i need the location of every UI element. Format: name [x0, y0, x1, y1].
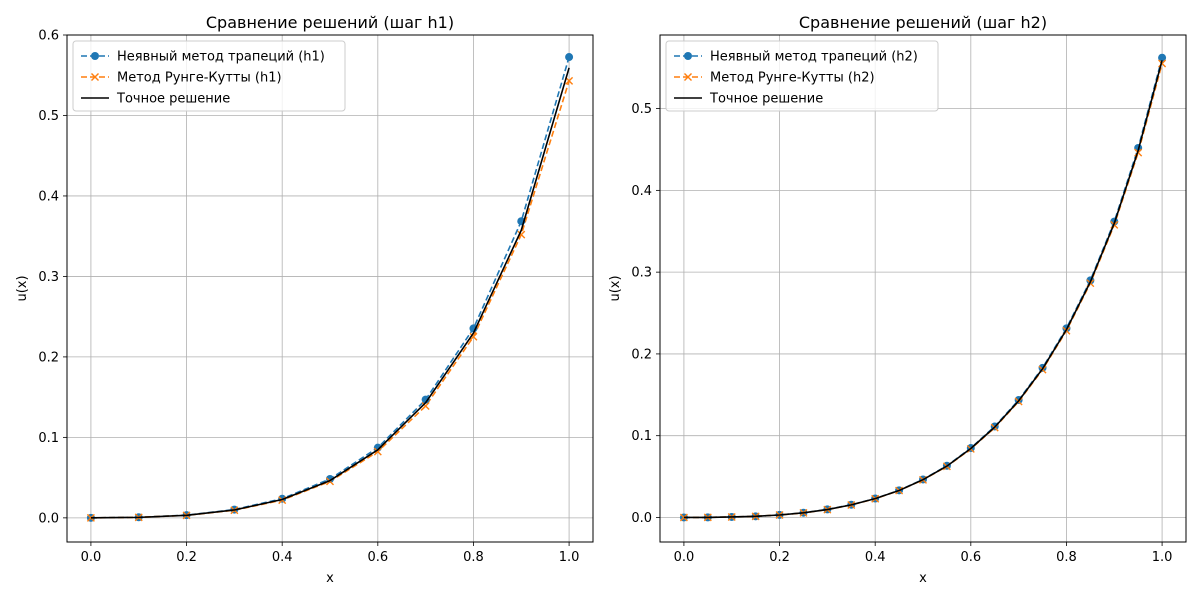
legend-box-h1 [72, 40, 346, 112]
y-tick-label: 0.5 [631, 102, 652, 117]
legend-entry-implicit-h2: Неявный метод трапеций (h2) [674, 50, 918, 65]
y-tick-label: 0.0 [631, 511, 652, 526]
data-point-implicit [565, 53, 574, 62]
chart-title-h1: Сравнение решений (шаг h1) [206, 13, 454, 32]
y-tick-label: 0.5 [38, 109, 59, 124]
legend-h2: Неявный метод трапеций (h2) Метод Рунге-… [665, 40, 939, 112]
legend-marker [91, 73, 99, 81]
data-point-rk [373, 447, 382, 456]
ticks-h1: 0.0 0.2 0.4 0.6 0.8 1.0 0.0 0.1 0.2 0.3 0.4 0.5 0.6 [38, 29, 579, 566]
grid-h1 [67, 34, 593, 542]
legend-entry-exact-h2: Точное решение [674, 92, 823, 107]
y-tick-label: 0.4 [631, 184, 652, 199]
x-tick-label: 0.8 [1056, 550, 1077, 565]
y-tick-label: 0.4 [38, 189, 59, 204]
y-tick-label: 0.2 [631, 347, 652, 362]
legend-label-rk-h1: Метод Рунге-Кутты (h1) [117, 71, 282, 86]
data-h2 [679, 53, 1167, 522]
data-point-rk [469, 332, 478, 341]
x-axis-label-h1: x [326, 571, 334, 586]
legend-label-implicit-h1: Неявный метод трапеций (h1) [117, 50, 325, 65]
series-line-exact-h2 [683, 60, 1163, 519]
legend-marker [684, 52, 692, 60]
subplot-h2: 0.0 0.2 0.4 0.6 0.8 1.0 0.0 0.1 0.2 0.3 0.4 0.5 Сра… [608, 13, 1187, 586]
chart-title-h2: Сравнение решений (шаг h2) [799, 13, 1047, 32]
legend-label-implicit-h2: Неявный метод трапеций (h2) [710, 50, 918, 65]
legend-marker [684, 73, 692, 81]
x-tick-label: 0.2 [769, 550, 790, 565]
grid-h2 [660, 35, 1186, 542]
data-point-rk [679, 513, 688, 522]
series-line-exact-h1 [90, 67, 570, 519]
legend-sample-implicit-h2 [674, 52, 702, 60]
x-tick-label: 1.0 [1152, 550, 1173, 565]
legend-label-rk-h2: Метод Рунге-Кутты (h2) [710, 71, 875, 86]
y-tick-label: 0.1 [38, 431, 59, 446]
x-tick-label: 1.0 [559, 550, 580, 565]
y-axis-label-h2: u(x) [608, 275, 623, 301]
data-point-implicit [1158, 53, 1167, 62]
ticks-h2: 0.0 0.2 0.4 0.6 0.8 1.0 0.0 0.1 0.2 0.3 0.4 0.5 [631, 102, 1172, 565]
y-tick-label: 0.6 [38, 29, 59, 44]
data-point-rk [1158, 59, 1167, 68]
y-tick-label: 0.2 [38, 350, 59, 365]
data-point-rk [421, 402, 430, 410]
x-tick-label: 0.2 [176, 550, 197, 565]
y-tick-label: 0.3 [631, 266, 652, 281]
x-tick-label: 0.8 [463, 550, 484, 565]
data-h1 [86, 53, 574, 522]
legend-entry-rk-h2: Метод Рунге-Кутты (h2) [674, 71, 875, 86]
legend-sample-implicit-h1 [81, 52, 109, 60]
legend-entry-implicit-h1: Неявный метод трапеций (h1) [81, 50, 325, 65]
y-tick-label: 0.0 [38, 511, 59, 526]
legend-box-h2 [665, 40, 939, 112]
data-point-rk [86, 513, 95, 522]
x-tick-label: 0.6 [960, 550, 981, 565]
legend-entry-rk-h1: Метод Рунге-Кутты (h1) [81, 71, 282, 86]
plot-frame-h1 [66, 34, 594, 543]
y-tick-label: 0.1 [631, 429, 652, 444]
legend-entry-exact-h1: Точное решение [81, 92, 230, 107]
y-axis-label-h1: u(x) [15, 275, 30, 301]
x-tick-label: 0.4 [272, 550, 293, 565]
legend-sample-rk-h1 [81, 73, 109, 81]
plot-frame-h2 [659, 34, 1187, 543]
x-axis-label-h2: x [919, 571, 927, 586]
legend-label-exact-h2: Точное решение [709, 92, 823, 107]
x-tick-label: 0.0 [81, 550, 102, 565]
legend-marker [91, 52, 99, 60]
legend-h1: Неявный метод трапеций (h1) Метод Рунге-… [72, 40, 346, 112]
x-tick-label: 0.6 [367, 550, 388, 565]
legend-label-exact-h1: Точное решение [116, 92, 230, 107]
x-tick-label: 0.0 [674, 550, 695, 565]
data-point-implicit [421, 395, 430, 404]
y-tick-label: 0.3 [38, 270, 59, 285]
legend-sample-rk-h2 [674, 73, 702, 81]
x-tick-label: 0.4 [865, 550, 886, 565]
subplot-h1: 0.0 0.2 0.4 0.6 0.8 1.00.00.10.20.30.40.50.6 … [15, 13, 594, 586]
